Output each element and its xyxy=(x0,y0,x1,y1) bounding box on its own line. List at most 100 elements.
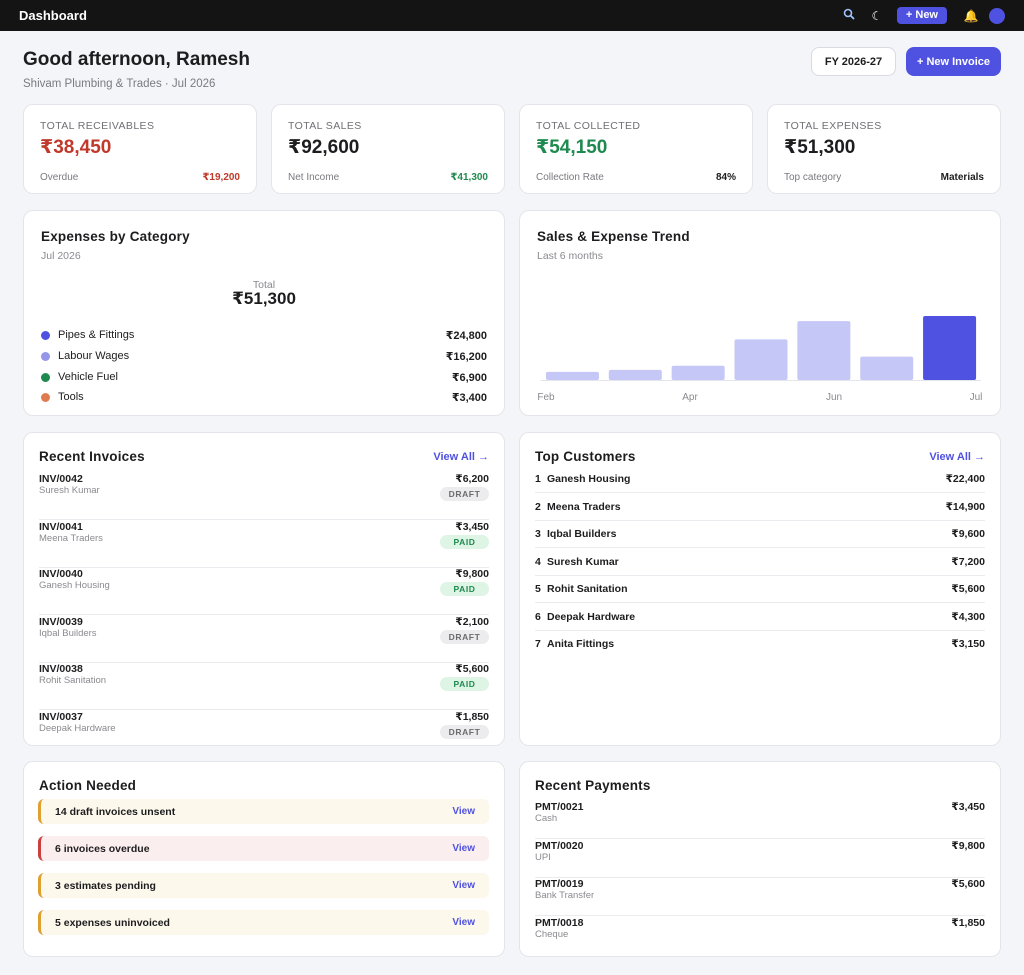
kpi-card-receivables[interactable]: TOTAL RECEIVABLES ₹38,450 Overdue ₹19,20… xyxy=(23,104,257,194)
invoice-amount: ₹6,200 xyxy=(455,473,489,485)
kpi-foot-value: ₹41,300 xyxy=(450,172,488,183)
customer-amount: ₹9,600 xyxy=(951,528,985,540)
invoice-amount: ₹1,850 xyxy=(455,711,489,723)
invoice-row[interactable]: INV/0042 Suresh Kumar ₹6,200 DRAFT xyxy=(39,473,489,520)
invoice-amount: ₹3,450 xyxy=(455,520,489,533)
customer-amount: ₹14,900 xyxy=(945,500,985,513)
x-tick-label: Jul xyxy=(970,392,983,403)
invoice-customer: Deepak Hardware xyxy=(39,723,116,734)
invoices-title: Recent Invoices xyxy=(39,449,145,464)
kpi-foot-value: Materials xyxy=(940,172,984,183)
expense-amount: ₹24,800 xyxy=(445,329,487,342)
payment-amount: ₹9,800 xyxy=(951,839,985,852)
customer-row[interactable]: 6 Deepak Hardware ₹4,300 xyxy=(535,604,985,631)
fiscal-year-button[interactable]: FY 2026-27 xyxy=(811,47,896,76)
trend-bar xyxy=(734,339,788,380)
customer-row[interactable]: 1 Ganesh Housing ₹22,400 xyxy=(535,466,985,493)
page-subtitle: Shivam Plumbing & Trades · Jul 2026 xyxy=(23,78,216,90)
payment-method: UPI xyxy=(535,851,551,863)
customer-row[interactable]: 7 Anita Fittings ₹3,150 xyxy=(535,631,985,658)
page-title: Good afternoon, Ramesh xyxy=(23,49,250,70)
kpi-label: TOTAL SALES xyxy=(288,120,362,132)
customer-row[interactable]: 4 Suresh Kumar ₹7,200 xyxy=(535,549,985,576)
expense-label: Vehicle Fuel xyxy=(58,371,118,383)
moon-icon[interactable]: ☾ xyxy=(871,8,883,23)
action-view-link[interactable]: View xyxy=(452,880,475,891)
top-bar-actions: ☾ + New 🔔 xyxy=(835,7,1005,24)
status-badge: PAID xyxy=(440,677,489,692)
kpi-label: TOTAL EXPENSES xyxy=(784,120,882,132)
expenses-subtitle: Jul 2026 xyxy=(41,250,81,262)
payment-row[interactable]: PMT/0018 Cheque ₹1,850 xyxy=(535,917,985,955)
invoice-row[interactable]: INV/0037 Deepak Hardware ₹1,850 DRAFT xyxy=(39,711,489,758)
customer-amount: ₹7,200 xyxy=(951,555,985,568)
customers-card: Top Customers View All → 1 Ganesh Housing… xyxy=(519,432,1001,746)
action-item: 14 draft invoices unsent View xyxy=(38,799,489,824)
payments-title: Recent Payments xyxy=(535,778,651,793)
customer-row[interactable]: 2 Meena Traders ₹14,900 xyxy=(535,494,985,521)
legend-dot xyxy=(41,330,50,340)
kpi-value: ₹38,450 xyxy=(40,137,112,158)
search-icon[interactable] xyxy=(835,8,863,23)
kpi-foot-label: Overdue xyxy=(40,172,79,183)
payment-amount: ₹1,850 xyxy=(951,916,985,929)
payment-row[interactable]: PMT/0020 UPI ₹9,800 xyxy=(535,840,985,878)
kpi-foot-label: Net Income xyxy=(288,172,340,183)
legend-dot xyxy=(41,372,50,382)
payment-id: PMT/0019 xyxy=(535,878,584,890)
expense-item-fuel: Vehicle Fuel ₹6,900 xyxy=(41,369,487,385)
customer-rank: 1 xyxy=(535,473,541,485)
new-button[interactable]: + New xyxy=(896,7,947,24)
action-view-link[interactable]: View xyxy=(452,806,475,817)
avatar[interactable] xyxy=(989,7,1005,24)
invoice-row[interactable]: INV/0040 Ganesh Housing ₹9,800 PAID xyxy=(39,568,489,616)
expense-item-pipes: Pipes & Fittings ₹24,800 xyxy=(41,327,487,343)
kpi-foot-label: Top category xyxy=(784,172,842,183)
action-item: 5 expenses uninvoiced View xyxy=(38,910,489,935)
payment-row[interactable]: PMT/0019 Bank Transfer ₹5,600 xyxy=(535,878,985,916)
customers-view-all-link[interactable]: View All → xyxy=(929,451,985,463)
status-badge: DRAFT xyxy=(440,725,489,739)
expense-amount: ₹6,900 xyxy=(451,371,487,384)
customer-row[interactable]: 5 Rohit Sanitation ₹5,600 xyxy=(535,576,985,603)
trend-bar xyxy=(797,321,851,380)
action-text: 6 invoices overdue xyxy=(55,842,150,855)
status-badge: DRAFT xyxy=(440,629,489,644)
customer-amount: ₹22,400 xyxy=(945,473,985,485)
kpi-card-expenses[interactable]: TOTAL EXPENSES ₹51,300 Top category Mate… xyxy=(767,104,1001,194)
trend-chart: Feb Apr Jun Jul xyxy=(537,316,983,403)
customer-amount: ₹4,300 xyxy=(951,610,985,623)
action-view-link[interactable]: View xyxy=(452,917,475,928)
kpi-card-collected[interactable]: TOTAL COLLECTED ₹54,150 Collection Rate … xyxy=(519,104,753,194)
top-bar: Dashboard ☾ + New 🔔 xyxy=(0,0,1024,31)
invoices-view-all-link[interactable]: View All → xyxy=(433,451,489,463)
payment-id: PMT/0021 xyxy=(535,801,584,813)
customer-rank: 3 xyxy=(535,528,541,540)
actions-card: Action Needed 14 draft invoices unsent Vi… xyxy=(23,761,505,957)
trend-bar xyxy=(671,365,725,380)
customer-row[interactable]: 3 Iqbal Builders ₹9,600 xyxy=(535,521,985,548)
expenses-total-value: ₹51,300 xyxy=(232,289,296,308)
trend-title: Sales & Expense Trend xyxy=(537,229,690,244)
action-text: 14 draft invoices unsent xyxy=(55,805,176,818)
invoice-customer: Meena Traders xyxy=(39,532,103,544)
expense-item-labour: Labour Wages ₹16,200 xyxy=(41,348,487,364)
expense-label: Tools xyxy=(58,391,84,403)
invoice-row[interactable]: INV/0039 Iqbal Builders ₹2,100 DRAFT xyxy=(39,616,489,663)
action-view-link[interactable]: View xyxy=(452,843,475,854)
bell-icon[interactable]: 🔔 xyxy=(963,8,979,23)
trend-bar xyxy=(608,369,662,380)
payment-row[interactable]: PMT/0021 Cash ₹3,450 xyxy=(535,801,985,839)
invoice-row[interactable]: INV/0041 Meena Traders ₹3,450 PAID xyxy=(39,521,489,568)
invoice-row[interactable]: INV/0038 Rohit Sanitation ₹5,600 PAID xyxy=(39,663,489,711)
kpi-card-sales[interactable]: TOTAL SALES ₹92,600 Net Income ₹41,300 xyxy=(271,104,505,194)
invoice-customer: Suresh Kumar xyxy=(39,485,100,496)
customer-name: Iqbal Builders xyxy=(547,528,617,540)
payment-amount: ₹5,600 xyxy=(951,878,985,890)
invoice-id: INV/0041 xyxy=(39,520,83,533)
legend-dot xyxy=(41,392,50,402)
new-invoice-button[interactable]: + New Invoice xyxy=(906,47,1001,76)
legend-dot xyxy=(41,351,50,361)
invoice-amount: ₹2,100 xyxy=(455,615,489,628)
trend-bar xyxy=(545,371,599,380)
